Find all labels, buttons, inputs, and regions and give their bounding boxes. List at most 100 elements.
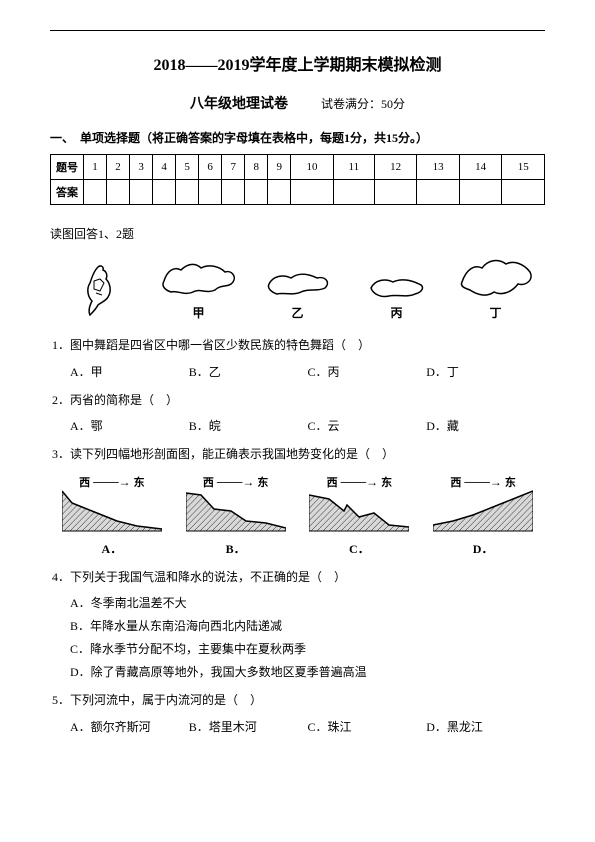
q2-opt-c: C．云 [308,417,427,434]
answer-cell[interactable] [107,180,130,205]
answer-cell[interactable] [374,180,417,205]
map-bing: 乙 [248,262,347,321]
q5-opt-d: D．黑龙江 [426,718,545,735]
dir-east: 东 [134,477,145,489]
q1-opt-c: C．丙 [308,363,427,380]
arrow-icon: ───→ [461,475,505,489]
terrain-profile-icon [62,490,162,532]
answer-cell[interactable] [459,180,502,205]
terrain-d: 西 ───→ 东 [426,474,540,536]
answer-cell[interactable] [502,180,545,205]
top-rule [50,30,545,31]
q4-b: B．年降水量从东南沿海向西北内陆递减 [70,617,545,634]
q4-d: D．除了青藏高原等地外，我国大多数地区夏季普遍高温 [70,663,545,680]
q5-text: 5．下列河流中，属于内流河的是（ ） [52,690,545,712]
row-label-num: 题号 [51,155,84,180]
q2-opt-b: B．皖 [189,417,308,434]
q5-opt-c: C．珠江 [308,718,427,735]
province-outline-icon [159,256,239,302]
dir-east: 东 [505,477,516,489]
fig1-instruction: 读图回答1、2题 [50,225,545,242]
map-label-bing: 丙 [347,304,446,321]
q2-opt-a: A．鄂 [70,417,189,434]
col-num: 9 [268,155,291,180]
answer-cell[interactable] [417,180,460,205]
answer-cell[interactable] [222,180,245,205]
q3-opt-d: D． [426,540,540,557]
dir-west: 西 [327,477,338,489]
q1-opt-a: A．甲 [70,363,189,380]
q3-opt-a: A． [55,540,169,557]
arrow-icon: ───→ [90,475,134,489]
dancer-icon [70,261,130,321]
answer-cell[interactable] [199,180,222,205]
col-num: 6 [199,155,222,180]
q5-options: A．额尔齐斯河 B．塔里木河 C．珠江 D．黑龙江 [70,718,545,735]
answer-grid: 题号 1 2 3 4 5 6 7 8 9 10 11 12 13 14 15 答… [50,154,545,205]
q1-options: A．甲 B．乙 C．丙 D．丁 [70,363,545,380]
map-ding2: 丁 [446,252,545,321]
col-num: 13 [417,155,460,180]
col-num: 4 [153,155,176,180]
map-label-jia: 甲 [149,304,248,321]
col-num: 11 [333,155,374,180]
dir-west: 西 [79,477,90,489]
terrain-profile-icon [309,490,409,532]
q1-opt-b: B．乙 [189,363,308,380]
section1-head: 一、 单项选择题（将正确答案的字母填在表格中，每题1分，共15分。） [50,129,545,146]
terrain-row: 西 ───→ 东 西 ───→ 东 西 ───→ 东 西 ───→ 东 [50,474,545,536]
answer-cell[interactable] [176,180,199,205]
answer-cell[interactable] [84,180,107,205]
terrain-c: 西 ───→ 东 [302,474,416,536]
answer-cell[interactable] [291,180,334,205]
terrain-a: 西 ───→ 东 [55,474,169,536]
answer-cell[interactable] [333,180,374,205]
q5-opt-b: B．塔里木河 [189,718,308,735]
arrow-icon: ───→ [338,475,382,489]
subtitle-row: 八年级地理试卷 试卷满分：50分 [50,93,545,113]
answer-cell[interactable] [153,180,176,205]
col-num: 3 [130,155,153,180]
map-ding1: 丙 [347,270,446,321]
terrain-profile-icon [433,490,533,532]
answer-cell[interactable] [130,180,153,205]
answer-cell[interactable] [245,180,268,205]
q1-text: 1．图中舞蹈是四省区中哪一省区少数民族的特色舞蹈（ ） [52,335,545,357]
dir-east: 东 [381,477,392,489]
province-map-row: 甲 乙 丙 丁 [50,252,545,321]
col-num: 5 [176,155,199,180]
q2-opt-d: D．藏 [426,417,545,434]
subtitle: 八年级地理试卷 [190,93,288,113]
row-label-ans: 答案 [51,180,84,205]
q3-opt-c: C． [302,540,416,557]
province-outline-icon [367,270,427,302]
terrain-profile-icon [186,490,286,532]
answer-grid-answer-row: 答案 [51,180,545,205]
q3-text: 3．读下列四幅地形剖面图，能正确表示我国地势变化的是（ ） [52,444,545,466]
province-outline-icon [456,252,536,302]
col-num: 12 [374,155,417,180]
score-note: 试卷满分：50分 [321,95,405,112]
province-outline-icon [263,262,333,302]
answer-grid-header-row: 题号 1 2 3 4 5 6 7 8 9 10 11 12 13 14 15 [51,155,545,180]
q5-opt-a: A．额尔齐斯河 [70,718,189,735]
q2-text: 2．丙省的简称是（ ） [52,390,545,412]
col-num: 1 [84,155,107,180]
col-num: 8 [245,155,268,180]
dir-west: 西 [203,477,214,489]
map-yi: 甲 [149,256,248,321]
col-num: 7 [222,155,245,180]
map-label-ding: 丁 [446,304,545,321]
page-title: 2018——2019学年度上学期期末模拟检测 [50,51,545,75]
col-num: 15 [502,155,545,180]
q4-a: A．冬季南北温差不大 [70,594,545,611]
col-num: 2 [107,155,130,180]
col-num: 14 [459,155,502,180]
col-num: 10 [291,155,334,180]
q2-options: A．鄂 B．皖 C．云 D．藏 [70,417,545,434]
dir-west: 西 [450,477,461,489]
answer-cell[interactable] [268,180,291,205]
map-jia [50,261,149,321]
dir-east: 东 [257,477,268,489]
terrain-label-row: A． B． C． D． [50,540,545,557]
